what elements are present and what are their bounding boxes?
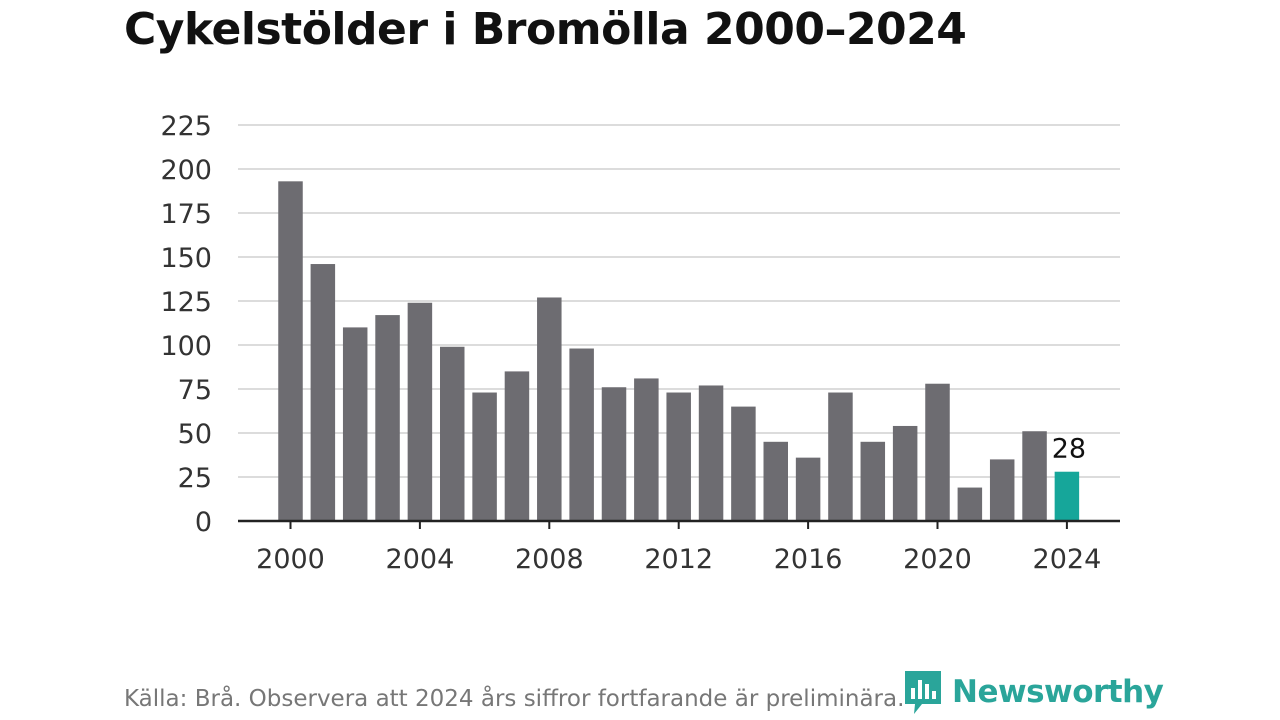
bar — [666, 392, 691, 521]
y-tick-label: 150 — [160, 243, 212, 274]
x-tick-label: 2008 — [515, 544, 584, 575]
bar — [375, 315, 400, 521]
x-tick-label: 2020 — [903, 544, 972, 575]
bar — [504, 371, 530, 521]
data-label: 28 — [1052, 434, 1086, 465]
y-tick-label: 100 — [160, 331, 212, 362]
bar — [1022, 431, 1047, 521]
brand-name: Newsworthy — [952, 674, 1164, 710]
x-tick-label: 2016 — [774, 544, 843, 575]
bar — [989, 459, 1015, 521]
bar — [310, 264, 336, 521]
y-tick-label: 25 — [178, 463, 212, 494]
bar — [892, 425, 918, 521]
bar — [537, 297, 562, 521]
y-tick-label: 125 — [160, 287, 212, 318]
bar — [440, 346, 465, 521]
bar — [731, 406, 756, 521]
bar — [828, 392, 853, 521]
bar-chart: 0 25 50 75 100 125 150 175 200 225 2000 2004 2008 201… — [160, 111, 1120, 575]
bar — [407, 302, 433, 521]
y-tick-label: 225 — [160, 111, 212, 142]
x-tick-label: 2024 — [1033, 544, 1102, 575]
x-tick-label: 2004 — [386, 544, 455, 575]
bar — [569, 348, 594, 521]
y-tick-label: 175 — [160, 199, 212, 230]
y-tick-label: 0 — [195, 507, 212, 538]
bar — [795, 457, 821, 521]
bar — [634, 378, 659, 521]
bar — [1054, 471, 1080, 521]
newsworthy-logo-icon — [905, 671, 941, 714]
y-tick-label: 200 — [160, 155, 212, 186]
bar — [278, 181, 303, 521]
brand-logo[interactable]: Newsworthy — [902, 668, 1164, 716]
x-tick-label: 2000 — [256, 544, 325, 575]
bar — [763, 441, 788, 521]
source-note: Källa: Brå. Observera att 2024 års siffr… — [124, 686, 905, 712]
y-tick-label: 50 — [178, 419, 212, 450]
x-tick-label: 2012 — [644, 544, 713, 575]
bar — [698, 385, 724, 521]
bar — [957, 487, 983, 521]
y-tick-label: 75 — [178, 375, 212, 406]
bar — [925, 383, 950, 521]
bar — [860, 441, 886, 521]
chart-title: Cykelstölder i Bromölla 2000–2024 — [124, 4, 967, 55]
bar — [342, 327, 368, 521]
bar — [601, 387, 627, 521]
bar — [472, 392, 497, 521]
